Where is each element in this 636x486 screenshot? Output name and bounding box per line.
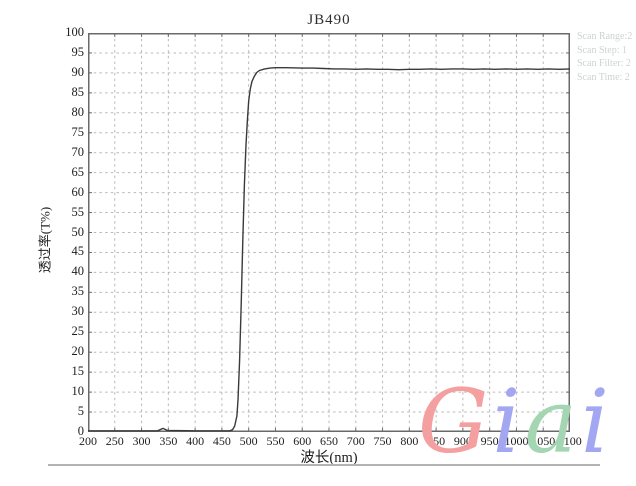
plot-svg	[88, 33, 570, 432]
y-tick-label: 90	[71, 64, 85, 79]
x-tick-label: 700	[346, 434, 365, 448]
scan-info-line: Scan Filter: 2	[577, 58, 631, 69]
y-tick-label: 65	[71, 164, 85, 179]
x-tick-label: 850	[427, 434, 446, 448]
x-tick-label: 900	[453, 434, 472, 448]
x-tick-label: 450	[212, 434, 231, 448]
y-tick-label: 55	[71, 204, 85, 219]
x-tick-label: 950	[480, 434, 499, 448]
scan-info-line: Scan Step: 1	[577, 44, 627, 56]
x-tick-label: 250	[105, 434, 124, 448]
x-tick-label: 600	[293, 434, 312, 448]
scan-info-block: Scan Range:2 Scan Step: 1 Scan Filter: 2…	[577, 30, 636, 84]
watermark-letter: i	[580, 370, 614, 473]
watermark-letter: G	[418, 370, 493, 473]
y-tick-label: 25	[71, 324, 85, 339]
y-axis-title: 透过率(T%)	[37, 206, 53, 274]
y-tick-label: 35	[71, 284, 85, 299]
page-footer-rule	[48, 464, 600, 466]
x-tick-label: 350	[159, 434, 178, 448]
x-axis-title: 波长(nm)	[300, 450, 358, 466]
x-tick-label: 800	[400, 434, 419, 448]
y-tick-label: 70	[71, 144, 85, 159]
watermark-logo: Giai	[418, 378, 613, 466]
y-tick-label: 30	[71, 304, 85, 319]
x-tick-label: 1050	[531, 434, 556, 448]
x-tick-label: 550	[266, 434, 285, 448]
y-tick-label: 0	[77, 424, 84, 438]
y-tick-label: 40	[71, 264, 85, 279]
y-tick-label: 50	[71, 224, 85, 239]
y-tick-label: 20	[71, 344, 85, 359]
x-tick-label: 200	[79, 434, 97, 448]
scan-info-line: Scan Time: 2	[577, 71, 630, 83]
y-tick-label: 75	[71, 124, 85, 139]
y-tick-label: 15	[71, 364, 85, 379]
y-tick-label: 85	[71, 84, 85, 99]
y-tick-label: 10	[71, 384, 85, 399]
y-tick-label: 95	[71, 44, 85, 59]
x-tick-label: 500	[239, 434, 258, 448]
x-tick-label: 750	[373, 434, 392, 448]
x-tick-label: 400	[186, 434, 205, 448]
y-tick-label: 80	[71, 104, 85, 119]
x-tick-label: 650	[320, 434, 338, 448]
scan-info-line: Scan Range:2	[577, 31, 633, 42]
y-tick-label: 100	[65, 25, 84, 39]
y-tick-label: 60	[71, 184, 85, 199]
y-tick-label: 5	[77, 404, 84, 419]
x-tick-label: 300	[132, 434, 151, 448]
x-tick-label: 1000	[504, 434, 529, 448]
watermark-letter: a	[524, 370, 581, 473]
y-tick-label: 45	[71, 244, 85, 259]
plot-area: Giai	[88, 33, 609, 466]
chart-title: JB490	[307, 12, 351, 28]
x-tick-label: 1100	[558, 434, 582, 448]
watermark-letter: i	[492, 370, 525, 473]
